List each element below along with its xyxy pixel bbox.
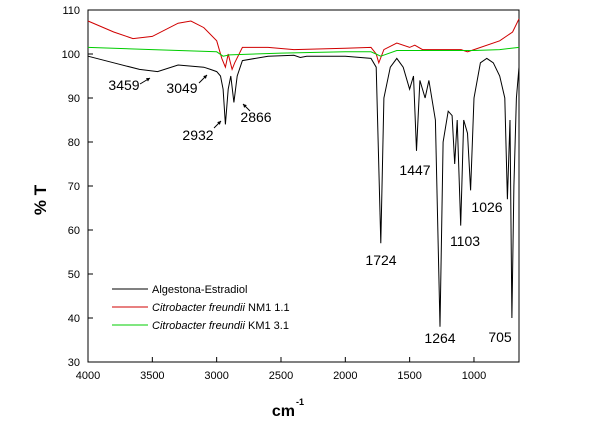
x-axis-label: cm (272, 403, 295, 420)
y-tick-label: 50 (68, 269, 80, 281)
peak-label: 705 (488, 329, 512, 345)
x-tick-label: 3500 (140, 370, 164, 382)
legend-label: Citrobacter freundii KM1 3.1 (152, 320, 289, 332)
peak-label: 1724 (365, 252, 396, 268)
y-tick-label: 100 (62, 49, 80, 61)
y-tick-label: 40 (68, 313, 80, 325)
peak-label: 2866 (240, 109, 271, 125)
peak-label: 1026 (471, 199, 502, 215)
x-tick-label: 1000 (462, 370, 486, 382)
peak-label: 1447 (399, 162, 430, 178)
legend-label: Algestona-Estradiol (152, 284, 247, 296)
y-axis-label: % T (31, 184, 50, 215)
x-axis-label-sup: -1 (296, 397, 304, 407)
series-line (87, 46, 520, 57)
annotation-arrowhead (203, 75, 207, 79)
y-tick-label: 80 (68, 137, 80, 149)
x-tick-label: 1500 (397, 370, 421, 382)
annotation-arrowhead (217, 121, 221, 125)
peak-label: 2932 (182, 127, 213, 143)
peak-label: 1264 (424, 330, 455, 346)
series-line (87, 18, 520, 72)
y-tick-label: 110 (62, 5, 80, 17)
peak-label: 1103 (450, 233, 480, 249)
legend-label: Citrobacter freundii NM1 1.1 (152, 302, 290, 314)
x-tick-label: 4000 (76, 370, 100, 382)
series-line (87, 54, 520, 327)
x-tick-label: 3000 (204, 370, 228, 382)
peak-label: 3459 (108, 77, 139, 93)
y-tick-label: 30 (68, 357, 80, 369)
y-tick-label: 70 (68, 181, 80, 193)
x-tick-label: 2000 (333, 370, 357, 382)
x-tick-label: 2500 (269, 370, 293, 382)
annotation-arrowhead (243, 104, 247, 108)
y-tick-label: 90 (68, 93, 80, 105)
annotation-arrowhead (146, 78, 150, 82)
y-tick-label: 60 (68, 225, 80, 237)
peak-label: 3049 (166, 80, 197, 96)
